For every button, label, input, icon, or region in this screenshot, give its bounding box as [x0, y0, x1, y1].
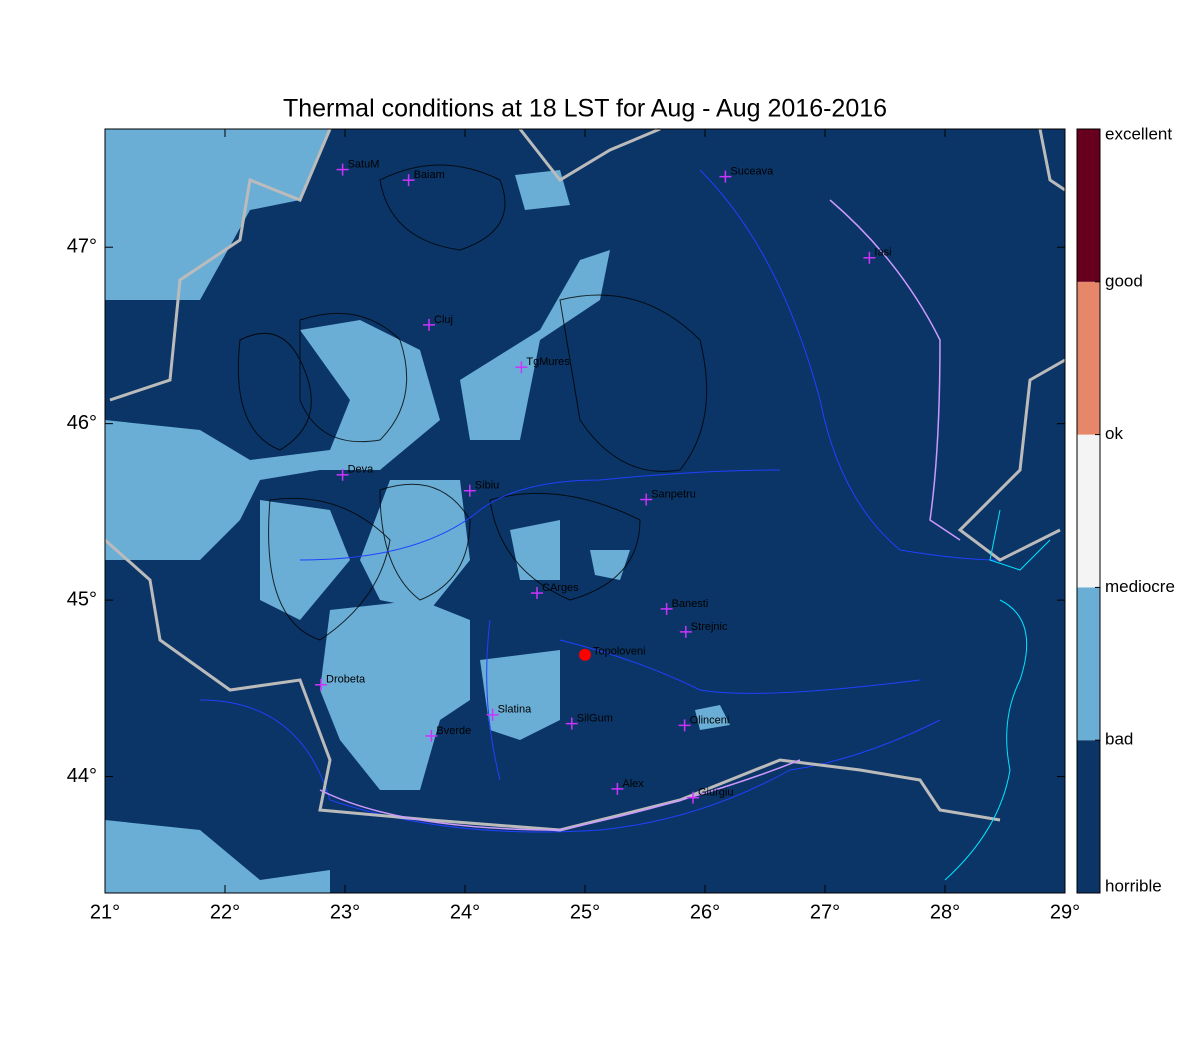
city-marker: [402, 174, 415, 187]
city-label: Giurgiu: [698, 787, 733, 799]
city-marker: [687, 791, 699, 804]
city-label: Sanpetru: [651, 488, 696, 500]
colorbar-segment: [1077, 129, 1100, 282]
borders: [104, 127, 1066, 832]
city-label: TgMures: [526, 356, 570, 368]
city-marker: [336, 163, 349, 176]
colorbar-label: bad: [1105, 730, 1133, 749]
city-label: Baiam: [414, 169, 445, 181]
colorbar-frame: [1076, 128, 1101, 894]
city-label: Banesti: [672, 598, 709, 610]
x-tick-label: 28°: [930, 901, 960, 923]
city-label: Strejnic: [691, 621, 728, 633]
rivers: [199, 169, 1001, 833]
city-label: Drobeta: [326, 674, 366, 686]
map-background: [105, 129, 1065, 893]
border-rivers: [319, 199, 961, 831]
city-label: Cluj: [434, 314, 453, 326]
colorbar-label: good: [1105, 271, 1143, 290]
city-marker: [640, 493, 653, 506]
city-marker: [486, 708, 499, 721]
city-marker: [565, 717, 578, 730]
city-label: Sibiu: [475, 480, 499, 492]
y-tick-label: 44°: [67, 765, 97, 787]
x-tick-label: 25°: [570, 901, 600, 923]
city-marker: [515, 361, 528, 374]
contours: [237, 164, 708, 641]
city-marker: [719, 170, 732, 183]
title: Thermal conditions at 18 LST for Aug - A…: [283, 95, 887, 123]
x-tick-label: 29°: [1050, 901, 1080, 923]
city-marker: [531, 587, 543, 600]
x-tick-label: 24°: [450, 901, 480, 923]
city-marker: [660, 602, 673, 615]
x-tick-label: 27°: [810, 901, 840, 923]
city-label: Olinceni: [690, 714, 730, 726]
station-marker: [579, 648, 591, 661]
colorbar-segment: [1077, 281, 1100, 435]
colorbar-label: excellent: [1105, 124, 1172, 143]
y-tick-label: 45°: [67, 588, 97, 610]
city-label: CArges: [542, 582, 579, 594]
x-tick-label: 21°: [90, 901, 120, 923]
city-marker: [425, 729, 438, 742]
city-marker: [678, 719, 691, 732]
y-tick-label: 47°: [67, 235, 97, 257]
colorbar-label: ok: [1105, 424, 1123, 443]
city-marker: [463, 484, 476, 497]
station-label: Topoloveni: [593, 646, 646, 658]
city-label: Deva: [348, 464, 375, 476]
x-tick-label: 22°: [210, 901, 240, 923]
colorbar-segment: [1077, 587, 1100, 741]
colorbar-segment: [1077, 434, 1100, 588]
city-label: SilGum: [577, 713, 613, 725]
city-marker: [863, 251, 876, 264]
x-tick-label: 26°: [690, 901, 720, 923]
city-label: Iasi: [874, 247, 891, 259]
city-marker: [315, 678, 327, 691]
city-marker: [423, 318, 435, 331]
colorbar: horrible bad mediocre ok good excellent: [1076, 124, 1175, 895]
colorbar-label: mediocre: [1105, 577, 1175, 596]
city-label: Alex: [622, 778, 644, 790]
map: [104, 127, 1066, 894]
x-tick-label: 23°: [330, 901, 360, 923]
colorbar-segment: [1077, 740, 1100, 893]
city-label: Bverde: [436, 725, 471, 737]
y-tick-label: 46°: [67, 412, 97, 434]
city-label: Slatina: [498, 704, 533, 716]
city-marker: [611, 782, 624, 795]
city-marker: [336, 468, 349, 481]
coast: [944, 509, 1051, 881]
city-marker: [679, 625, 692, 638]
colorbar-label: horrible: [1105, 876, 1162, 895]
city-label: SatuM: [348, 158, 380, 170]
city-label: Suceava: [730, 166, 774, 178]
